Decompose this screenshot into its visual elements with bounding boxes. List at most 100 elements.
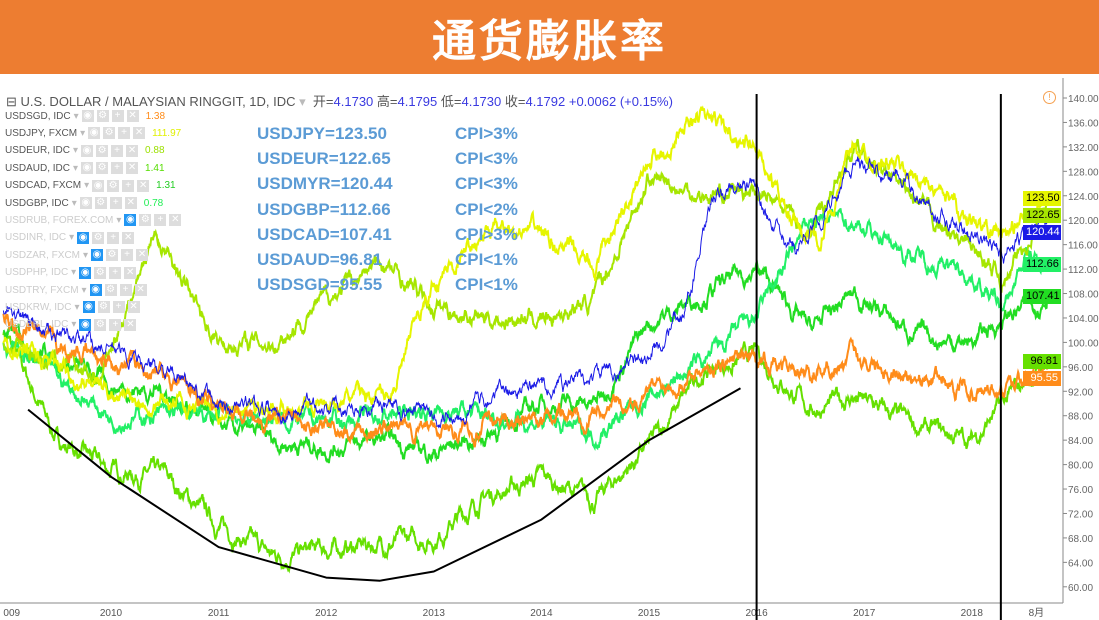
legend-row[interactable]: USDPHP, IDC ▾ ◉ ⚙ + ✕ xyxy=(5,266,137,279)
legend-symbol[interactable]: USDAUD, IDC xyxy=(5,162,71,174)
legend-row[interactable]: USDBRL, IDC ▾ ◉ ⚙ + ✕ xyxy=(5,318,137,331)
legend-symbol[interactable]: USDZAR, FXCM xyxy=(5,249,80,261)
chevron-down-icon[interactable]: ▾ xyxy=(299,94,306,109)
gear-icon[interactable]: ⚙ xyxy=(139,214,152,227)
chevron-down-icon[interactable]: ▾ xyxy=(69,232,75,244)
chevron-down-icon[interactable]: ▾ xyxy=(73,162,79,174)
plus-icon[interactable]: + xyxy=(121,249,134,262)
close-icon[interactable]: ✕ xyxy=(134,284,147,296)
gear-icon[interactable]: ⚙ xyxy=(92,231,105,244)
legend-row[interactable]: USDJPY, FXCM ▾ ◉ ⚙ + ✕ 111.97 xyxy=(5,127,181,140)
legend-symbol[interactable]: USDINR, IDC xyxy=(5,232,67,244)
close-icon[interactable]: ✕ xyxy=(169,214,182,227)
legend-row[interactable]: USDINR, IDC ▾ ◉ ⚙ + ✕ xyxy=(5,231,135,244)
x-tick-label: 2012 xyxy=(315,608,338,619)
visibility-icon[interactable]: ◉ xyxy=(77,231,90,244)
visibility-icon[interactable]: ◉ xyxy=(81,162,94,175)
plus-icon[interactable]: + xyxy=(122,179,135,192)
legend-symbol[interactable]: USDSGD, IDC xyxy=(5,110,71,122)
visibility-icon[interactable]: ◉ xyxy=(88,127,101,140)
legend-row[interactable]: USDEUR, IDC ▾ ◉ ⚙ + ✕ 0.88 xyxy=(5,144,165,157)
gear-icon[interactable]: ⚙ xyxy=(103,127,116,140)
chevron-down-icon[interactable]: ▾ xyxy=(81,284,87,296)
plus-icon[interactable]: + xyxy=(109,318,122,331)
plus-icon[interactable]: + xyxy=(107,231,120,244)
legend-symbol[interactable]: USDEUR, IDC xyxy=(5,145,71,157)
legend-row[interactable]: USDKRW, IDC ▾ ◉ ⚙ + ✕ xyxy=(5,301,140,314)
y-tick-label: 124.00 xyxy=(1068,192,1099,203)
plus-icon[interactable]: + xyxy=(111,110,124,122)
plus-icon[interactable]: + xyxy=(119,284,132,296)
gear-icon[interactable]: ⚙ xyxy=(107,179,120,192)
close-icon[interactable]: ✕ xyxy=(124,318,137,331)
close-icon[interactable]: ✕ xyxy=(126,162,139,175)
visibility-icon[interactable]: ◉ xyxy=(79,197,92,209)
legend-row[interactable]: USDCAD, FXCM ▾ ◉ ⚙ + ✕ 1.31 xyxy=(5,179,176,192)
symbol-title[interactable]: U.S. DOLLAR / MALAYSIAN RINGGIT, 1D, IDC xyxy=(20,94,296,109)
title-banner: 通货膨胀率 xyxy=(0,0,1099,74)
legend-symbol[interactable]: USDJPY, FXCM xyxy=(5,127,78,139)
gear-icon[interactable]: ⚙ xyxy=(96,162,109,175)
close-icon[interactable]: ✕ xyxy=(136,249,149,262)
visibility-icon[interactable]: ◉ xyxy=(81,110,94,122)
legend-symbol[interactable]: USDPHP, IDC xyxy=(5,267,69,279)
legend-symbol[interactable]: USDGBP, IDC xyxy=(5,197,69,209)
visibility-icon[interactable]: ◉ xyxy=(82,301,95,314)
gear-icon[interactable]: ⚙ xyxy=(96,110,109,122)
gear-icon[interactable]: ⚙ xyxy=(104,284,117,296)
close-icon[interactable]: ✕ xyxy=(124,197,137,209)
chevron-down-icon[interactable]: ▾ xyxy=(83,249,89,261)
gear-icon[interactable]: ⚙ xyxy=(94,318,107,331)
legend-row[interactable]: USDGBP, IDC ▾ ◉ ⚙ + ✕ 0.78 xyxy=(5,197,163,209)
legend-row[interactable]: USDTRY, FXCM ▾ ◉ ⚙ + ✕ xyxy=(5,284,147,296)
visibility-icon[interactable]: ◉ xyxy=(89,284,102,296)
legend-symbol[interactable]: USDBRL, IDC xyxy=(5,319,69,331)
legend-row[interactable]: USDSGD, IDC ▾ ◉ ⚙ + ✕ 1.38 xyxy=(5,110,165,122)
chevron-down-icon[interactable]: ▾ xyxy=(116,214,122,226)
gear-icon[interactable]: ⚙ xyxy=(94,266,107,279)
chevron-down-icon[interactable]: ▾ xyxy=(84,180,90,192)
visibility-icon[interactable]: ◉ xyxy=(79,266,92,279)
close-icon[interactable]: ✕ xyxy=(122,231,135,244)
chevron-down-icon[interactable]: ▾ xyxy=(71,267,77,279)
plus-icon[interactable]: + xyxy=(118,127,131,140)
plus-icon[interactable]: + xyxy=(109,266,122,279)
plus-icon[interactable]: + xyxy=(111,162,124,175)
x-tick-label: 8月 xyxy=(1029,607,1045,619)
legend-symbol[interactable]: USDKRW, IDC xyxy=(5,301,72,313)
legend-row[interactable]: USDRUB, FOREX.COM ▾ ◉ ⚙ + ✕ xyxy=(5,214,182,227)
chevron-down-icon[interactable]: ▾ xyxy=(71,197,77,209)
visibility-icon[interactable]: ◉ xyxy=(79,318,92,331)
visibility-icon[interactable]: ◉ xyxy=(81,144,94,157)
plus-icon[interactable]: + xyxy=(112,301,125,314)
visibility-icon[interactable]: ◉ xyxy=(91,249,104,262)
visibility-icon[interactable]: ◉ xyxy=(124,214,137,227)
chevron-down-icon[interactable]: ▾ xyxy=(73,110,79,122)
legend-symbol[interactable]: USDTRY, FXCM xyxy=(5,284,79,296)
gear-icon[interactable]: ⚙ xyxy=(96,144,109,157)
plus-icon[interactable]: + xyxy=(111,144,124,157)
chevron-down-icon[interactable]: ▾ xyxy=(74,301,80,313)
gear-icon[interactable]: ⚙ xyxy=(94,197,107,209)
x-tick-label: 2018 xyxy=(961,608,984,619)
legend-row[interactable]: USDAUD, IDC ▾ ◉ ⚙ + ✕ 1.41 xyxy=(5,162,165,175)
close-icon[interactable]: ✕ xyxy=(126,144,139,157)
warning-icon[interactable]: ! xyxy=(1043,91,1056,104)
legend-row[interactable]: USDZAR, FXCM ▾ ◉ ⚙ + ✕ xyxy=(5,249,149,262)
close-icon[interactable]: ✕ xyxy=(126,110,139,122)
chevron-down-icon[interactable]: ▾ xyxy=(73,145,79,157)
plus-icon[interactable]: + xyxy=(109,197,122,209)
collapse-icon[interactable]: ⊟ xyxy=(6,94,17,109)
gear-icon[interactable]: ⚙ xyxy=(106,249,119,262)
gear-icon[interactable]: ⚙ xyxy=(97,301,110,314)
plus-icon[interactable]: + xyxy=(154,214,167,227)
close-icon[interactable]: ✕ xyxy=(133,127,146,140)
close-icon[interactable]: ✕ xyxy=(127,301,140,314)
chevron-down-icon[interactable]: ▾ xyxy=(80,127,86,139)
close-icon[interactable]: ✕ xyxy=(137,179,150,192)
close-icon[interactable]: ✕ xyxy=(124,266,137,279)
chevron-down-icon[interactable]: ▾ xyxy=(71,319,77,331)
visibility-icon[interactable]: ◉ xyxy=(92,179,105,192)
legend-symbol[interactable]: USDRUB, FOREX.COM xyxy=(5,214,114,226)
legend-symbol[interactable]: USDCAD, FXCM xyxy=(5,180,82,192)
